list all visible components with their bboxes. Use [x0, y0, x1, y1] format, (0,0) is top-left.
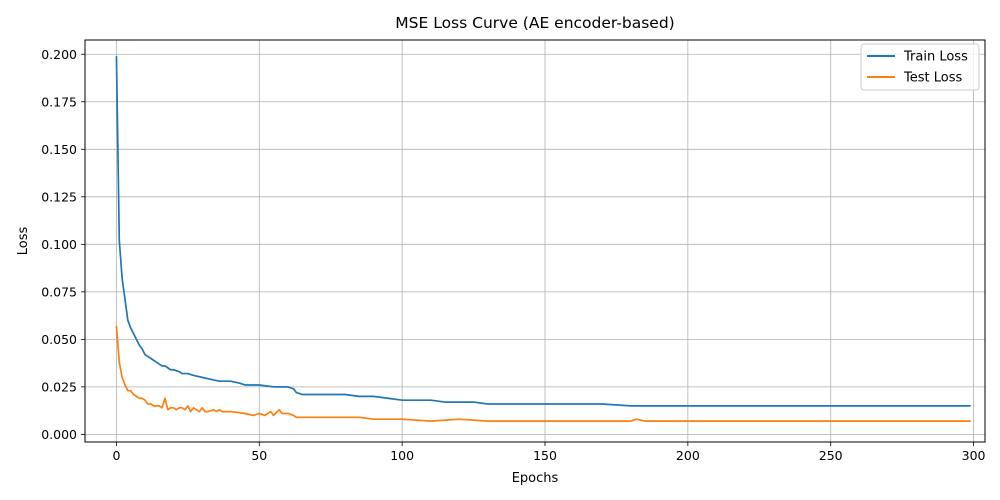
- x-tick-label: 250: [819, 448, 843, 463]
- x-tick-label: 300: [962, 448, 986, 463]
- y-tick-label: 0.200: [41, 47, 77, 62]
- y-tick-label: 0.150: [41, 142, 77, 157]
- y-tick-label: 0.125: [41, 189, 77, 204]
- x-tick-label: 0: [112, 448, 120, 463]
- y-tick-label: 0.075: [41, 284, 77, 299]
- axis-ticks: 0 50 100 150 200 250 300 0.000 0.025 0.050 0.075 0.…: [41, 47, 985, 463]
- legend: Train Loss Test Loss: [860, 43, 980, 91]
- y-tick-label: 0.100: [41, 237, 77, 252]
- x-tick-label: 100: [390, 448, 414, 463]
- y-axis-title: Loss: [16, 227, 31, 256]
- legend-label-train-loss: Train Loss: [903, 50, 968, 65]
- x-tick-label: 150: [533, 448, 557, 463]
- grid: [85, 40, 985, 442]
- series-line-test-loss: [115, 325, 971, 422]
- chart-title: MSE Loss Curve (AE encoder-based): [395, 14, 674, 32]
- legend-label-test-loss: Test Loss: [903, 71, 962, 86]
- x-tick-label: 200: [676, 448, 700, 463]
- y-tick-label: 0.025: [41, 379, 77, 394]
- x-tick-label: 50: [251, 448, 267, 463]
- y-tick-label: 0.175: [41, 94, 77, 109]
- plot-frame: [84, 39, 986, 443]
- series-layer: [115, 56, 971, 422]
- series-line-train-loss: [115, 56, 971, 407]
- y-tick-label: 0.000: [41, 427, 77, 442]
- x-axis-title: Epochs: [512, 471, 559, 486]
- y-tick-label: 0.050: [41, 332, 77, 347]
